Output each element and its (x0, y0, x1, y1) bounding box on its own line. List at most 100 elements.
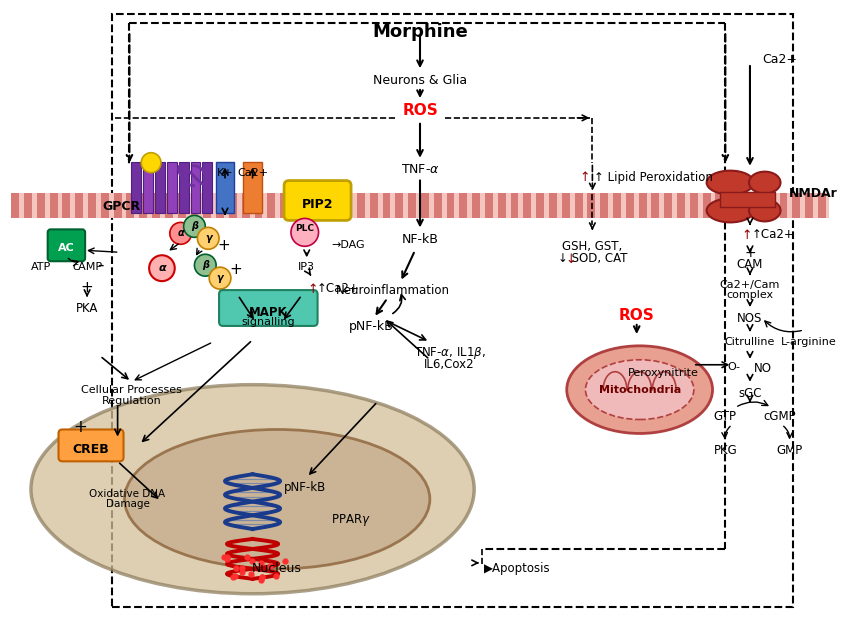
Text: Cellular Processes: Cellular Processes (81, 384, 182, 395)
Bar (114, 193, 122, 219)
Text: GSH, GST,: GSH, GST, (562, 240, 622, 254)
Bar (11, 193, 829, 219)
Text: TNF-$\alpha$: TNF-$\alpha$ (400, 163, 439, 176)
Bar (434, 193, 442, 219)
Text: α: α (158, 263, 166, 273)
Circle shape (291, 219, 319, 246)
Circle shape (141, 153, 161, 173)
Text: Ca2+: Ca2+ (237, 168, 268, 178)
Text: ↑: ↑ (308, 283, 318, 296)
Bar (241, 193, 250, 219)
Text: Ca2+: Ca2+ (762, 53, 797, 66)
Text: +: + (230, 262, 242, 277)
Text: ROS: ROS (619, 308, 654, 323)
Circle shape (197, 227, 219, 249)
Text: -: - (97, 255, 103, 273)
Bar (139, 193, 147, 219)
Text: PKG: PKG (713, 444, 737, 457)
Text: ↓: ↓ (565, 254, 576, 266)
Ellipse shape (567, 346, 712, 434)
Bar (190, 162, 201, 214)
Text: ↑Ca2+: ↑Ca2+ (316, 282, 360, 295)
Text: Nucleus: Nucleus (252, 562, 302, 575)
Bar (344, 193, 352, 219)
Bar (721, 191, 774, 207)
Bar (306, 193, 314, 219)
Text: CAM: CAM (737, 259, 763, 271)
Text: pNF-kB: pNF-kB (284, 481, 326, 494)
Text: γ: γ (217, 273, 224, 283)
Text: β: β (191, 221, 198, 231)
Text: Ca2+/Cam: Ca2+/Cam (720, 280, 780, 290)
Bar (626, 193, 634, 219)
Text: +: + (81, 280, 94, 295)
Bar (524, 193, 531, 219)
Bar (319, 193, 326, 219)
Bar (203, 193, 211, 219)
Bar (280, 193, 288, 219)
Text: O-: O- (727, 362, 740, 372)
Bar (408, 193, 416, 219)
Text: GPCR: GPCR (103, 201, 140, 214)
FancyBboxPatch shape (284, 181, 351, 221)
Text: MAPK: MAPK (249, 306, 287, 319)
Text: K+: K+ (217, 168, 233, 178)
Text: CREB: CREB (72, 444, 110, 457)
Bar (613, 193, 621, 219)
Circle shape (209, 267, 231, 289)
FancyBboxPatch shape (48, 229, 85, 261)
Text: L-arginine: L-arginine (781, 337, 837, 347)
Circle shape (195, 254, 216, 276)
Text: AC: AC (58, 244, 75, 254)
Bar (165, 193, 173, 219)
Bar (536, 193, 544, 219)
Bar (178, 193, 185, 219)
Text: ↑Ca2+: ↑Ca2+ (752, 229, 795, 241)
Text: NF-kB: NF-kB (401, 234, 439, 246)
Bar (779, 193, 787, 219)
Bar (229, 193, 237, 219)
Text: ▶Apoptosis: ▶Apoptosis (484, 562, 551, 575)
Text: GMP: GMP (776, 444, 802, 457)
Ellipse shape (706, 171, 754, 194)
Text: →DAG: →DAG (332, 240, 365, 250)
Bar (132, 162, 141, 214)
Bar (293, 193, 301, 219)
Text: pNF-kB: pNF-kB (348, 320, 394, 333)
Circle shape (170, 222, 191, 244)
Bar (143, 162, 153, 214)
Bar (767, 193, 774, 219)
Circle shape (184, 216, 206, 237)
Bar (62, 193, 71, 219)
Bar (587, 193, 595, 219)
Text: cAMP: cAMP (72, 262, 102, 272)
Bar (716, 193, 723, 219)
Bar (664, 193, 672, 219)
Text: ATP: ATP (31, 262, 51, 272)
Bar (549, 193, 557, 219)
Bar (382, 193, 390, 219)
Bar (575, 193, 582, 219)
Bar (216, 193, 224, 219)
Bar (88, 193, 96, 219)
Text: signalling: signalling (241, 317, 295, 327)
Bar (754, 193, 762, 219)
Bar (651, 193, 660, 219)
Text: ROS: ROS (402, 103, 438, 118)
Ellipse shape (124, 429, 430, 569)
Text: α: α (178, 229, 184, 239)
Bar (24, 193, 32, 219)
Text: ↑ Lipid Peroxidation: ↑ Lipid Peroxidation (594, 171, 713, 184)
Text: ↑: ↑ (580, 171, 591, 184)
Text: Citrulline: Citrulline (725, 337, 775, 347)
Bar (792, 193, 800, 219)
Text: TNF-$\alpha$, IL1$\beta$,: TNF-$\alpha$, IL1$\beta$, (414, 345, 485, 361)
Bar (818, 193, 826, 219)
Bar (216, 162, 234, 214)
Bar (459, 193, 468, 219)
Bar (741, 193, 749, 219)
Text: IP3: IP3 (298, 262, 315, 272)
FancyBboxPatch shape (219, 290, 318, 326)
Bar (357, 193, 365, 219)
Ellipse shape (749, 199, 780, 221)
